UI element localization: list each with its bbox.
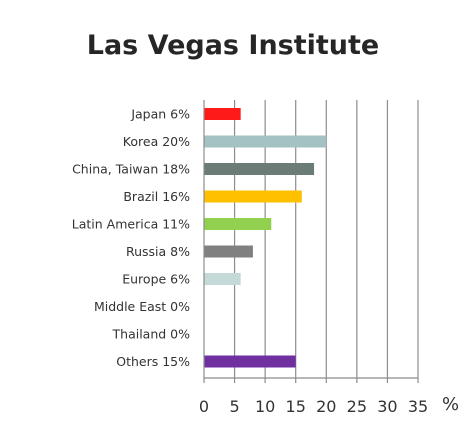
tick-label-35: 35 bbox=[408, 397, 428, 416]
category-label-8: Thailand 0% bbox=[112, 327, 191, 342]
tick-label-5: 5 bbox=[229, 397, 239, 416]
bar-0 bbox=[204, 108, 241, 120]
tick-labels: 0 5 10 15 20 25 30 35 bbox=[199, 397, 428, 416]
bar-5 bbox=[204, 245, 253, 258]
tick-label-10: 10 bbox=[255, 397, 275, 416]
bar-4 bbox=[204, 218, 272, 230]
bar-1 bbox=[204, 135, 327, 148]
tick-label-20: 20 bbox=[316, 397, 336, 416]
tick-label-0: 0 bbox=[199, 397, 209, 416]
category-label-6: Europe 6% bbox=[122, 272, 190, 287]
category-label-3: Brazil 16% bbox=[123, 189, 190, 204]
bar-9 bbox=[204, 355, 296, 368]
tick-label-15: 15 bbox=[286, 397, 306, 416]
category-label-0: Japan 6% bbox=[130, 107, 190, 122]
tick-label-25: 25 bbox=[347, 397, 367, 416]
bar-2 bbox=[204, 163, 315, 175]
tick-label-30: 30 bbox=[377, 397, 397, 416]
category-labels: Japan 6% Korea 20% China, Taiwan 18% Brazil… bbox=[72, 107, 190, 370]
category-label-7: Middle East 0% bbox=[94, 299, 190, 314]
chart-title: Las Vegas Institute bbox=[86, 30, 380, 61]
bars bbox=[204, 108, 327, 368]
category-label-1: Korea 20% bbox=[123, 134, 190, 149]
category-label-4: Latin America 11% bbox=[72, 217, 190, 232]
category-label-2: China, Taiwan 18% bbox=[72, 162, 190, 177]
x-axis-unit-label: % bbox=[442, 394, 459, 415]
category-label-9: Others 15% bbox=[116, 354, 190, 369]
bar-3 bbox=[204, 190, 302, 203]
bar-6 bbox=[204, 273, 241, 285]
category-label-5: Russia 8% bbox=[126, 244, 190, 259]
axes bbox=[203, 100, 419, 383]
